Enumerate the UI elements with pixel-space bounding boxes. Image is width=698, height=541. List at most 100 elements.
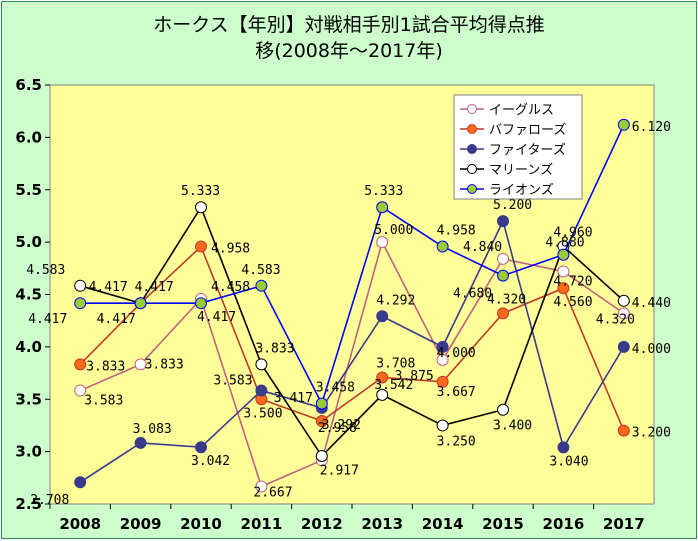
data-point [497,307,509,320]
data-point [74,279,87,292]
data-label: 3.875 [395,369,434,384]
data-point [195,441,207,454]
data-point [195,201,207,214]
data-label: 4.000 [632,342,671,357]
data-point [497,403,509,416]
data-label: 4.680 [453,287,492,302]
data-point [436,240,449,253]
legend-item-2: バファローズ [460,122,566,138]
data-point [497,269,509,282]
data-point [134,297,147,310]
data-point [376,310,389,323]
series-line [79,218,625,483]
data-point [376,201,389,214]
data-point [255,384,268,397]
x-tick-label: 2013 [361,515,403,533]
data-point [557,282,570,295]
data-label: 4.440 [632,296,671,311]
legend-item-3: ファイターズ [460,142,566,158]
data-label: 4.417 [135,280,174,295]
legend-label: マリーンズ [489,162,553,178]
data-label: 4.417 [197,310,236,325]
x-tick-label: 2012 [301,515,343,533]
data-label: 4.720 [553,274,592,289]
data-point [617,340,630,353]
data-point [74,384,87,397]
data-label: 5.333 [364,184,403,199]
data-point [195,297,207,310]
data-point [255,358,268,371]
data-point [134,436,147,449]
data-label: 4.583 [26,263,65,278]
data-label: 3.250 [437,434,476,449]
y-tick-label: 5.5 [15,181,42,199]
data-point [436,419,449,432]
data-point [255,480,268,493]
data-point [617,294,630,307]
data-label: 5.200 [493,198,532,213]
x-tick-label: 2016 [543,515,585,533]
series-2 [74,240,630,437]
data-label: 4.320 [487,292,526,307]
data-label: 3.500 [243,406,282,421]
data-label: 4.417 [89,280,128,295]
legend-marker [467,184,477,194]
data-point [557,441,570,454]
data-label: 4.000 [437,346,476,361]
y-tick-label: 6.5 [15,76,42,94]
legend-marker [467,104,477,114]
data-label: 3.292 [322,418,361,433]
y-tick-label: 3.5 [15,390,42,408]
data-point [74,358,87,371]
legend-label: ファイターズ [489,142,566,158]
y-tick-label: 5.0 [15,233,42,251]
x-tick-label: 2017 [603,515,645,533]
series-line [79,205,625,458]
data-point [195,240,207,253]
data-point [617,118,630,131]
data-point [436,375,449,388]
data-label: 3.040 [549,454,588,469]
data-label: 4.840 [463,240,502,255]
data-point [134,358,147,371]
data-label: 4.458 [211,280,250,295]
data-label: 3.833 [255,341,294,356]
data-label: 4.417 [97,312,136,327]
data-label: 2.667 [253,486,292,501]
legend-marker [467,124,477,134]
series-3 [74,215,630,489]
data-label: 5.000 [374,223,413,238]
data-label: 3.583 [84,394,123,409]
data-label: 4.320 [596,312,635,327]
chart-title-line-1: ホークス【年別】対戦相手別1試合平均得点推 [153,14,545,36]
legend-label: バファローズ [489,122,566,138]
data-label: 4.560 [553,295,592,310]
x-tick-label: 2014 [422,515,464,533]
y-tick-label: 3.0 [15,443,42,461]
x-tick-label: 2011 [241,515,283,533]
data-label: 2.958 [318,421,357,436]
data-point [436,340,449,353]
data-point [315,450,328,463]
data-point [74,476,87,489]
data-label: 3.417 [274,391,313,406]
data-label: 3.458 [316,381,355,396]
data-label: 4.960 [553,225,592,240]
data-label: 4.958 [437,224,476,239]
legend-item-1: イーグルス [460,103,554,118]
x-tick-label: 2015 [482,515,524,533]
data-label: 4.292 [376,293,415,308]
chart-title: ホークス【年別】対戦相手別1試合平均得点推 移(2008年〜2017年) [2,12,696,64]
data-label: 3.200 [632,426,671,441]
data-label: 3.667 [437,385,476,400]
data-label: 3.833 [145,357,184,372]
legend-label: ライオンズ [489,182,554,198]
data-point [617,424,630,437]
chart-title-line-2: 移(2008年〜2017年) [255,40,443,62]
data-point [617,307,630,320]
data-label: 4.417 [28,312,67,327]
data-point [376,388,389,401]
data-label: 3.400 [493,419,532,434]
